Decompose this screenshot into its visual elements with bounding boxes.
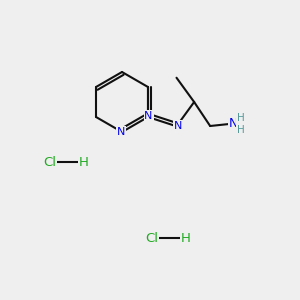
Text: H: H: [79, 155, 89, 169]
Text: Cl: Cl: [146, 232, 158, 244]
Text: H: H: [237, 113, 244, 123]
Text: N: N: [229, 117, 238, 130]
Text: N: N: [174, 121, 182, 131]
Text: H: H: [237, 125, 244, 135]
Text: H: H: [181, 232, 191, 244]
Text: N: N: [117, 127, 125, 137]
Text: N: N: [144, 111, 153, 121]
Text: Cl: Cl: [44, 155, 56, 169]
Text: N: N: [145, 112, 154, 122]
